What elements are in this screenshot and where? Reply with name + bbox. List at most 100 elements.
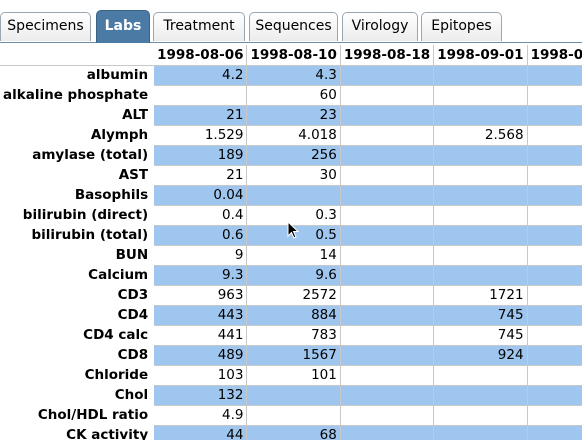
lab-value-cell[interactable]: 23 xyxy=(246,105,341,126)
date-header[interactable]: 1998-09-01 xyxy=(433,45,528,66)
lab-value-cell[interactable] xyxy=(340,285,435,306)
lab-value-cell[interactable]: 132 xyxy=(154,385,248,406)
lab-value-cell[interactable] xyxy=(433,365,528,386)
lab-value-cell[interactable] xyxy=(246,385,341,406)
lab-value-cell[interactable] xyxy=(340,85,435,106)
lab-value-cell[interactable]: 884 xyxy=(246,305,341,326)
lab-value-cell[interactable] xyxy=(246,405,341,426)
lab-value-cell[interactable] xyxy=(433,385,528,406)
lab-value-cell[interactable]: 1567 xyxy=(246,345,341,366)
lab-value-cell[interactable]: 21 xyxy=(154,165,248,186)
date-header[interactable]: 1998-08-18 xyxy=(340,45,435,66)
lab-value-cell[interactable] xyxy=(340,305,435,326)
lab-value-cell[interactable] xyxy=(433,225,528,246)
lab-value-cell[interactable] xyxy=(340,165,435,186)
date-header[interactable]: 1998-08-06 xyxy=(154,45,248,66)
lab-value-cell[interactable] xyxy=(340,65,435,86)
tab-treatment[interactable]: Treatment xyxy=(153,12,245,41)
tab-labs[interactable]: Labs xyxy=(96,10,150,43)
lab-value-cell[interactable]: 4.018 xyxy=(246,125,341,146)
lab-value-cell[interactable]: 256 xyxy=(246,145,341,166)
lab-value-cell[interactable]: 60 xyxy=(246,85,341,106)
lab-value-cell[interactable] xyxy=(340,325,435,346)
lab-value-cell[interactable]: 443 xyxy=(154,305,248,326)
lab-value-cell[interactable]: 9.6 xyxy=(246,265,341,286)
lab-value-cell[interactable]: 489 xyxy=(154,345,248,366)
lab-value-cell[interactable] xyxy=(340,125,435,146)
lab-value-cell[interactable] xyxy=(340,385,435,406)
lab-value-cell[interactable] xyxy=(340,225,435,246)
lab-value-cell[interactable] xyxy=(246,185,341,206)
lab-value-cell[interactable]: 9.3 xyxy=(154,265,248,286)
lab-value-cell[interactable] xyxy=(340,105,435,126)
lab-value-cell[interactable] xyxy=(340,185,435,206)
date-header[interactable]: 1998-08-10 xyxy=(246,45,341,66)
lab-value-cell[interactable] xyxy=(433,105,528,126)
lab-value-cell[interactable]: 9 xyxy=(154,245,248,266)
labs-grid[interactable]: 1998-08-06 1998-08-10 1998-08-18 1998-09-01… xyxy=(0,45,582,440)
lab-value-cell[interactable] xyxy=(527,365,582,386)
lab-value-cell[interactable] xyxy=(527,405,582,426)
lab-value-cell[interactable] xyxy=(527,265,582,286)
lab-value-cell[interactable] xyxy=(527,385,582,406)
tab-virology[interactable]: Virology xyxy=(342,12,418,41)
lab-value-cell[interactable] xyxy=(340,265,435,286)
lab-value-cell[interactable]: 101 xyxy=(246,365,341,386)
lab-value-cell[interactable]: 963 xyxy=(154,285,248,306)
lab-value-cell[interactable] xyxy=(340,425,435,440)
lab-value-cell[interactable]: 2 xyxy=(527,125,582,146)
lab-value-cell[interactable]: 2572 xyxy=(246,285,341,306)
lab-value-cell[interactable]: 441 xyxy=(154,325,248,346)
lab-value-cell[interactable] xyxy=(527,185,582,206)
lab-value-cell[interactable] xyxy=(340,345,435,366)
lab-value-cell[interactable] xyxy=(527,285,582,306)
lab-value-cell[interactable] xyxy=(527,245,582,266)
lab-value-cell[interactable] xyxy=(340,145,435,166)
lab-value-cell[interactable]: 14 xyxy=(246,245,341,266)
lab-value-cell[interactable] xyxy=(527,105,582,126)
lab-value-cell[interactable] xyxy=(527,345,582,366)
lab-value-cell[interactable] xyxy=(154,85,248,106)
lab-value-cell[interactable]: 44 xyxy=(154,425,248,440)
lab-value-cell[interactable]: 4.9 xyxy=(154,405,248,426)
lab-value-cell[interactable] xyxy=(527,325,582,346)
lab-value-cell[interactable]: 1721 xyxy=(433,285,528,306)
lab-value-cell[interactable] xyxy=(433,85,528,106)
lab-value-cell[interactable]: 0.6 xyxy=(154,225,248,246)
lab-value-cell[interactable] xyxy=(433,165,528,186)
lab-value-cell[interactable] xyxy=(527,165,582,186)
lab-value-cell[interactable] xyxy=(527,145,582,166)
lab-value-cell[interactable] xyxy=(340,405,435,426)
lab-value-cell[interactable]: 103 xyxy=(154,365,248,386)
lab-value-cell[interactable]: 0.3 xyxy=(246,205,341,226)
lab-value-cell[interactable]: 1.529 xyxy=(154,125,248,146)
lab-value-cell[interactable] xyxy=(527,85,582,106)
lab-value-cell[interactable] xyxy=(433,145,528,166)
lab-value-cell[interactable]: 745 xyxy=(433,305,528,326)
lab-value-cell[interactable] xyxy=(433,245,528,266)
lab-value-cell[interactable] xyxy=(527,305,582,326)
lab-value-cell[interactable] xyxy=(527,225,582,246)
tab-specimens[interactable]: Specimens xyxy=(0,12,91,41)
lab-value-cell[interactable] xyxy=(340,365,435,386)
lab-value-cell[interactable]: 4.2 xyxy=(154,65,248,86)
lab-value-cell[interactable] xyxy=(433,65,528,86)
lab-value-cell[interactable]: 30 xyxy=(246,165,341,186)
lab-value-cell[interactable] xyxy=(340,205,435,226)
lab-value-cell[interactable] xyxy=(433,185,528,206)
lab-value-cell[interactable]: 2.568 xyxy=(433,125,528,146)
lab-value-cell[interactable] xyxy=(433,205,528,226)
lab-value-cell[interactable] xyxy=(527,65,582,86)
lab-value-cell[interactable]: 745 xyxy=(433,325,528,346)
lab-value-cell[interactable] xyxy=(433,265,528,286)
lab-value-cell[interactable]: 0.4 xyxy=(154,205,248,226)
lab-value-cell[interactable]: 783 xyxy=(246,325,341,346)
tab-epitopes[interactable]: Epitopes xyxy=(421,12,502,41)
lab-value-cell[interactable] xyxy=(527,425,582,440)
tab-sequences[interactable]: Sequences xyxy=(249,12,338,41)
lab-value-cell[interactable] xyxy=(340,245,435,266)
date-header[interactable]: 1998-09-0 xyxy=(527,45,582,66)
lab-value-cell[interactable]: 4.3 xyxy=(246,65,341,86)
lab-value-cell[interactable]: 0.04 xyxy=(154,185,248,206)
lab-value-cell[interactable]: 189 xyxy=(154,145,248,166)
